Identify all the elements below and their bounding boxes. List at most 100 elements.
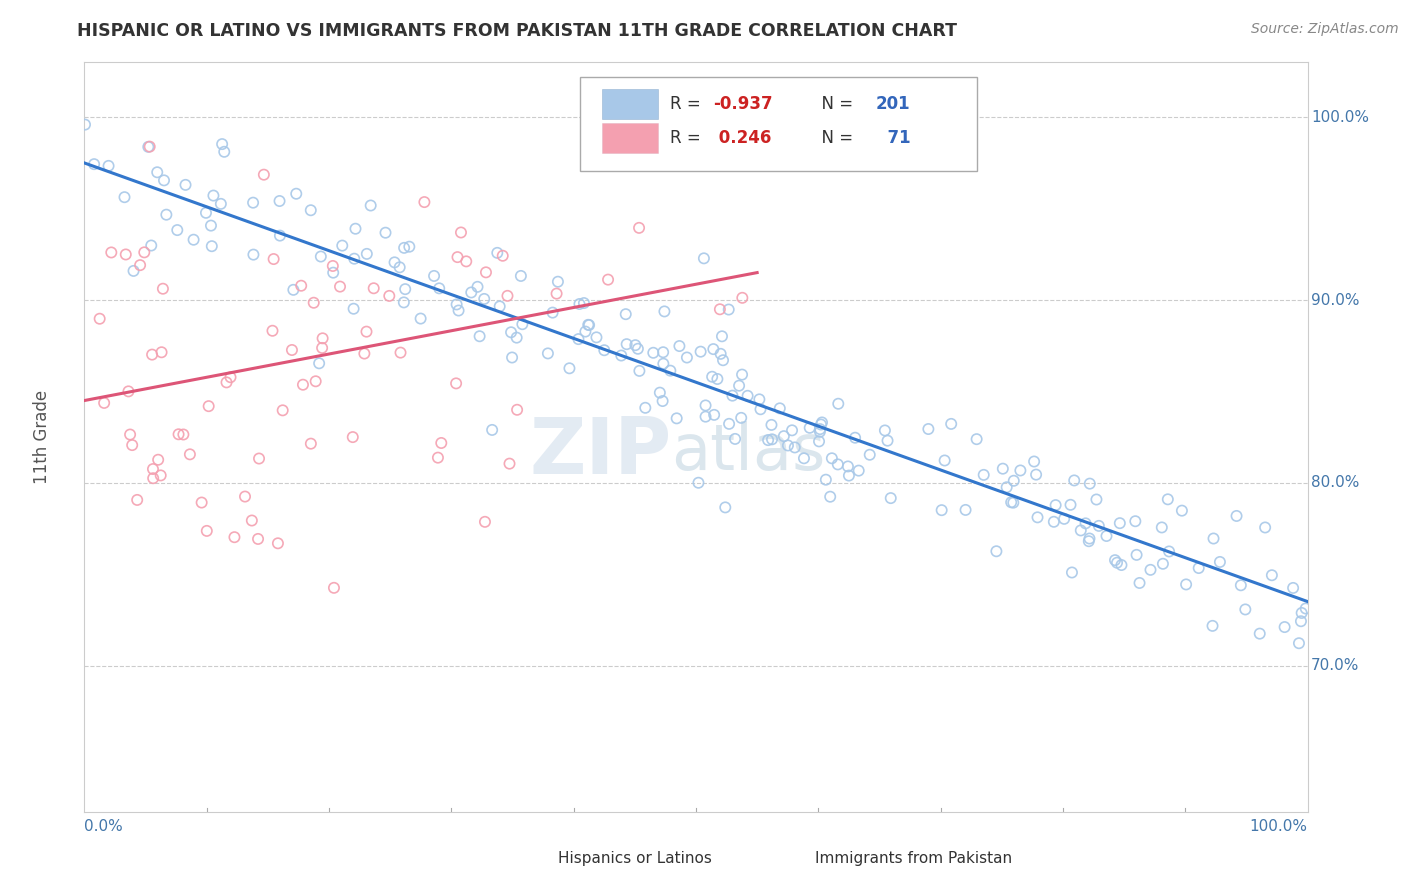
Point	[780, 423, 803, 437]
Point	[799, 421, 821, 435]
Point	[172, 427, 194, 442]
Point	[1060, 566, 1083, 580]
Point	[714, 500, 737, 515]
Text: 80.0%: 80.0%	[1312, 475, 1360, 491]
Point	[1022, 454, 1045, 468]
Point	[634, 401, 657, 415]
Point	[468, 329, 491, 343]
Point	[89, 311, 111, 326]
Point	[150, 345, 173, 359]
Point	[717, 302, 740, 317]
Point	[329, 279, 352, 293]
Point	[838, 468, 860, 483]
Point	[986, 544, 1008, 558]
Point	[941, 417, 963, 431]
Point	[212, 145, 235, 159]
Point	[134, 245, 156, 260]
Point	[706, 372, 728, 386]
Point	[702, 342, 724, 356]
Point	[1053, 512, 1076, 526]
Point	[1249, 626, 1271, 640]
Point	[342, 301, 364, 316]
Point	[291, 377, 314, 392]
Point	[1063, 474, 1085, 488]
Text: R =: R =	[671, 129, 706, 147]
Point	[1105, 556, 1128, 570]
Point	[343, 252, 366, 266]
Text: Hispanics or Latinos: Hispanics or Latinos	[558, 851, 711, 865]
Point	[492, 249, 515, 263]
Point	[129, 258, 152, 272]
Point	[388, 260, 411, 275]
Point	[547, 275, 569, 289]
Point	[859, 448, 882, 462]
Point	[475, 265, 498, 279]
Point	[546, 286, 568, 301]
Point	[501, 351, 523, 365]
Point	[711, 353, 734, 368]
Point	[224, 530, 246, 544]
Point	[761, 433, 783, 447]
Point	[934, 453, 956, 467]
Point	[628, 220, 651, 235]
Point	[394, 282, 416, 296]
Point	[1188, 561, 1211, 575]
Point	[693, 252, 716, 266]
Point	[876, 434, 898, 448]
Point	[783, 441, 806, 455]
Point	[146, 452, 169, 467]
Point	[1125, 548, 1147, 562]
Point	[627, 342, 650, 356]
Point	[776, 438, 799, 452]
Text: 0.0%: 0.0%	[84, 819, 124, 834]
Point	[322, 259, 344, 273]
Point	[808, 425, 831, 439]
Point	[512, 317, 534, 331]
Text: 70.0%: 70.0%	[1312, 658, 1360, 673]
Point	[1234, 602, 1257, 616]
Point	[506, 402, 529, 417]
Point	[709, 302, 731, 317]
Point	[281, 343, 304, 357]
Point	[142, 471, 165, 485]
Point	[628, 364, 651, 378]
Point	[262, 324, 284, 338]
Point	[456, 254, 478, 268]
Point	[1139, 563, 1161, 577]
Point	[474, 515, 496, 529]
Point	[409, 311, 432, 326]
Point	[873, 424, 896, 438]
Point	[374, 226, 396, 240]
Point	[648, 385, 671, 400]
Point	[167, 427, 190, 442]
Point	[117, 384, 139, 399]
Point	[808, 422, 831, 436]
Point	[263, 252, 285, 266]
Point	[773, 429, 796, 443]
Point	[724, 432, 747, 446]
Point	[652, 357, 675, 371]
Point	[1282, 581, 1305, 595]
Point	[496, 289, 519, 303]
Point	[392, 241, 415, 255]
Point	[1002, 474, 1025, 488]
Point	[271, 403, 294, 417]
Point	[676, 351, 699, 365]
Point	[183, 233, 205, 247]
Point	[472, 292, 495, 306]
Point	[363, 281, 385, 295]
Point	[153, 173, 176, 187]
Point	[814, 473, 837, 487]
Point	[1288, 636, 1310, 650]
Text: Immigrants from Pakistan: Immigrants from Pakistan	[814, 851, 1012, 865]
Point	[1000, 495, 1022, 509]
Point	[121, 438, 143, 452]
Point	[240, 514, 263, 528]
Point	[202, 188, 225, 202]
Point	[1230, 578, 1253, 592]
Point	[541, 305, 564, 319]
Point	[179, 447, 201, 461]
Point	[808, 434, 831, 449]
Point	[848, 464, 870, 478]
Text: 90.0%: 90.0%	[1312, 293, 1360, 308]
